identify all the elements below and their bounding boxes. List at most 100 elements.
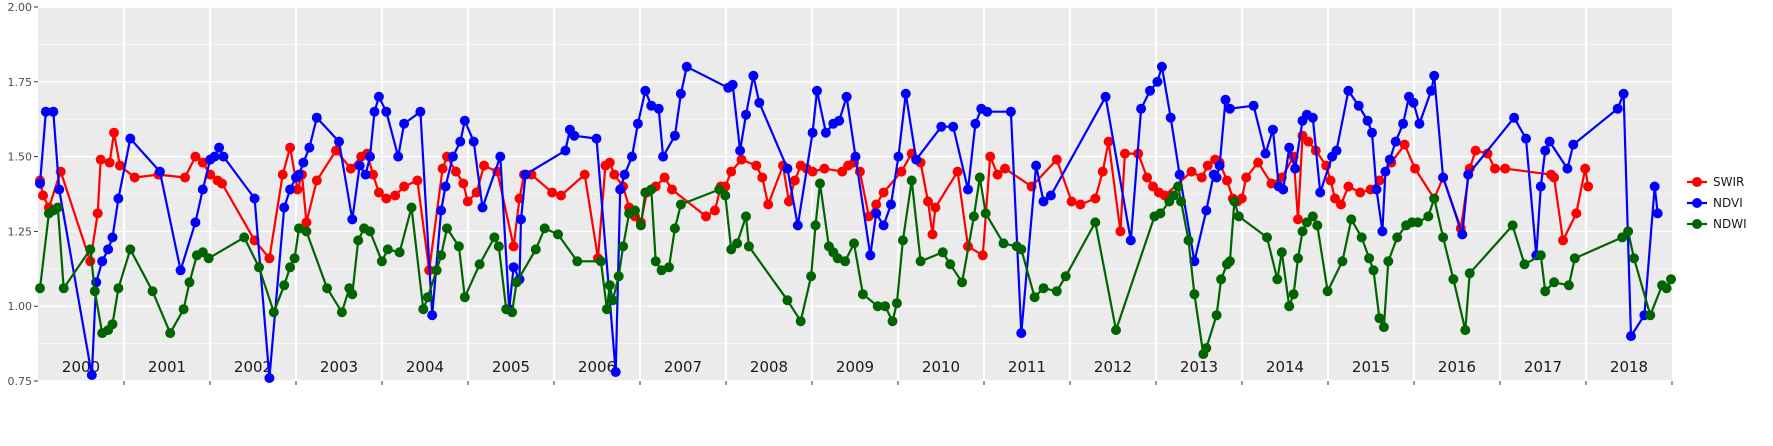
data-point-ndwi — [815, 178, 825, 189]
data-point-ndwi — [382, 244, 393, 255]
data-point-ndwi — [474, 259, 485, 270]
data-point-ndwi — [1155, 208, 1166, 219]
data-point-ndwi — [675, 199, 686, 210]
data-point-ndwi — [268, 307, 279, 318]
data-point-swir — [736, 154, 747, 165]
data-point-swir — [927, 229, 938, 240]
data-point-ndwi — [203, 253, 214, 264]
data-point-swir — [368, 169, 378, 180]
y-tick-label: 0.75 — [8, 375, 33, 388]
data-point-ndwi — [720, 190, 731, 201]
year-label: 2002 — [234, 358, 272, 376]
data-point-swir — [1325, 175, 1336, 186]
data-point-ndvi — [782, 163, 793, 174]
data-point-ndwi — [511, 277, 522, 288]
data-point-swir — [458, 178, 469, 189]
data-point-ndvi — [560, 145, 571, 156]
data-point-ndwi — [1211, 310, 1222, 321]
year-label: 2010 — [922, 358, 960, 376]
data-point-ndwi — [376, 256, 387, 267]
data-point-ndvi — [334, 136, 344, 147]
data-point-ndwi — [35, 283, 45, 294]
data-point-ndvi — [812, 85, 822, 96]
data-point-ndwi — [1629, 253, 1639, 264]
data-point-swir — [751, 160, 762, 171]
data-point-ndvi — [1438, 172, 1449, 183]
data-point-ndvi — [658, 151, 669, 162]
data-point-swir — [1410, 163, 1420, 174]
year-label: 2014 — [1266, 358, 1304, 376]
data-point-ndwi — [442, 223, 452, 234]
data-point-ndwi — [810, 220, 821, 231]
data-point-ndvi — [1649, 181, 1660, 192]
data-point-ndvi — [911, 154, 922, 165]
data-point-swir — [412, 175, 423, 186]
data-point-ndwi — [85, 244, 96, 255]
data-point-swir — [923, 196, 933, 207]
data-point-ndvi — [1174, 169, 1185, 180]
data-point-ndwi — [507, 307, 518, 318]
data-point-ndvi — [640, 85, 651, 96]
data-point-ndvi — [841, 91, 852, 102]
data-point-swir — [38, 190, 48, 201]
data-point-ndvi — [381, 106, 392, 117]
legend-label: NDWI — [1713, 217, 1747, 231]
data-point-ndvi — [107, 232, 118, 243]
data-point-swir — [709, 205, 720, 216]
year-label: 2018 — [1610, 358, 1648, 376]
legend-label: NDVI — [1713, 196, 1743, 210]
data-point-ndvi — [615, 184, 626, 195]
data-point-swir — [1241, 172, 1252, 183]
data-point-ndvi — [807, 127, 818, 138]
data-point-ndvi — [610, 367, 621, 377]
data-point-ndvi — [1165, 112, 1176, 123]
legend-key-dot — [1692, 177, 1702, 187]
data-point-ndvi — [86, 370, 97, 380]
data-point-swir — [1399, 139, 1410, 150]
data-point-ndwi — [840, 256, 851, 267]
data-point-ndwi — [1623, 226, 1634, 237]
data-point-ndwi — [347, 289, 358, 300]
data-point-swir — [1549, 172, 1560, 183]
data-point-ndwi — [1016, 244, 1027, 255]
data-point-ndwi — [782, 295, 793, 306]
data-point-ndwi — [1288, 289, 1299, 300]
data-point-ndvi — [569, 130, 580, 141]
data-point-ndwi — [1507, 220, 1518, 231]
data-point-ndvi — [1343, 85, 1354, 96]
data-point-ndvi — [948, 121, 959, 132]
data-point-ndvi — [54, 184, 65, 195]
data-point-ndwi — [1029, 292, 1040, 303]
data-point-ndvi — [1005, 106, 1016, 117]
data-point-ndwi — [1272, 274, 1283, 285]
data-point-ndwi — [422, 292, 433, 303]
data-point-ndvi — [1224, 103, 1235, 114]
data-point-swir — [807, 166, 818, 177]
data-point-ndwi — [1176, 196, 1187, 207]
data-point-swir — [667, 184, 677, 195]
data-point-ndwi — [553, 229, 563, 240]
data-point-ndwi — [1293, 253, 1303, 264]
y-tick-label: 1.50 — [8, 151, 33, 164]
data-point-ndvi — [1016, 328, 1027, 339]
data-point-swir — [1500, 163, 1511, 174]
data-point-ndwi — [572, 256, 583, 267]
data-point-swir — [1097, 166, 1108, 177]
data-point-ndwi — [1429, 193, 1440, 204]
data-point-ndvi — [1038, 196, 1049, 207]
data-point-swir — [1470, 145, 1481, 156]
data-point-ndvi — [865, 250, 876, 261]
data-point-ndvi — [40, 106, 51, 117]
data-point-ndvi — [1125, 235, 1136, 246]
data-point-swir — [579, 169, 590, 180]
data-point-ndwi — [322, 283, 333, 294]
data-point-swir — [1489, 163, 1500, 174]
data-point-ndvi — [154, 166, 165, 177]
data-point-swir — [285, 142, 296, 153]
data-point-ndvi — [365, 151, 375, 162]
data-point-swir — [462, 196, 473, 207]
data-point-ndwi — [1519, 259, 1530, 270]
data-point-swir — [292, 184, 303, 195]
data-point-ndvi — [35, 178, 45, 189]
data-point-swir — [301, 217, 312, 228]
